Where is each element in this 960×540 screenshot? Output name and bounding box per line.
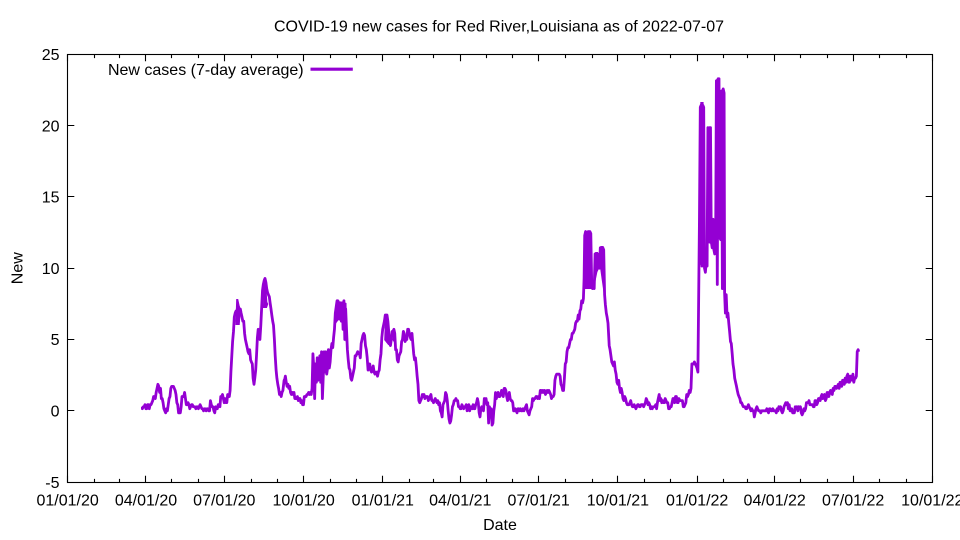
svg-text:15: 15 <box>42 190 60 207</box>
svg-text:04/01/22: 04/01/22 <box>744 493 806 510</box>
svg-text:01/01/20: 01/01/20 <box>36 493 98 510</box>
svg-text:10/01/22: 10/01/22 <box>901 493 960 510</box>
svg-text:04/01/21: 04/01/21 <box>429 493 491 510</box>
svg-text:07/01/22: 07/01/22 <box>822 493 884 510</box>
svg-text:01/01/22: 01/01/22 <box>666 493 728 510</box>
svg-text:Date: Date <box>483 517 517 534</box>
svg-text:07/01/20: 07/01/20 <box>193 493 255 510</box>
svg-text:COVID-19 new cases for Red Riv: COVID-19 new cases for Red River,Louisia… <box>274 19 724 36</box>
svg-text:01/01/21: 01/01/21 <box>352 493 414 510</box>
svg-text:10/01/20: 10/01/20 <box>272 493 334 510</box>
svg-text:-5: -5 <box>45 475 59 492</box>
svg-text:25: 25 <box>42 47 60 64</box>
svg-text:20: 20 <box>42 118 60 135</box>
svg-text:0: 0 <box>51 404 60 421</box>
svg-text:5: 5 <box>51 332 60 349</box>
svg-text:10/01/21: 10/01/21 <box>587 493 649 510</box>
svg-text:04/01/20: 04/01/20 <box>115 493 177 510</box>
svg-text:New cases (7-day average): New cases (7-day average) <box>108 62 304 79</box>
svg-text:07/01/21: 07/01/21 <box>508 493 570 510</box>
svg-text:10: 10 <box>42 261 60 278</box>
svg-text:New: New <box>10 252 27 284</box>
